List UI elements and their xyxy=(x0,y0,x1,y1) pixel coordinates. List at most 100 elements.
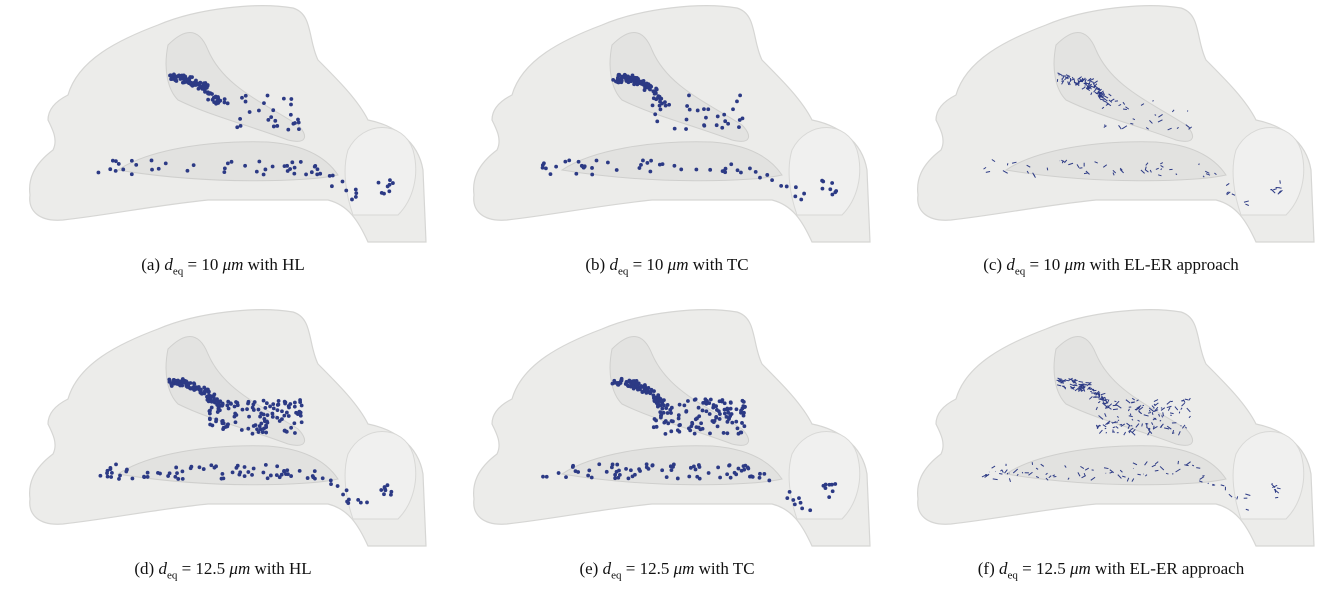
particle xyxy=(660,97,663,100)
particle xyxy=(289,168,292,171)
particle xyxy=(269,474,272,477)
particle xyxy=(688,108,691,111)
particle xyxy=(221,403,224,406)
particle xyxy=(647,467,650,470)
particle xyxy=(210,400,213,403)
particle xyxy=(313,470,316,473)
particle xyxy=(389,179,392,182)
particle xyxy=(721,126,724,129)
particle xyxy=(276,404,279,407)
particle xyxy=(708,413,711,416)
particle xyxy=(689,466,692,469)
particle xyxy=(735,408,738,411)
particle xyxy=(293,422,296,425)
particle xyxy=(732,108,735,111)
particle xyxy=(737,467,740,470)
particle xyxy=(834,483,837,486)
particle xyxy=(243,475,246,478)
particle xyxy=(290,426,293,429)
particle xyxy=(345,189,348,192)
particle xyxy=(380,191,383,194)
particle xyxy=(659,108,662,111)
particle xyxy=(157,471,160,474)
particle xyxy=(661,407,664,410)
particle xyxy=(705,402,708,405)
particle xyxy=(582,166,585,169)
particle xyxy=(316,173,319,176)
particle xyxy=(109,168,112,171)
particle xyxy=(555,165,558,168)
particle xyxy=(658,104,661,107)
particle xyxy=(794,195,797,198)
particle xyxy=(330,483,333,486)
particle xyxy=(239,118,242,121)
particle xyxy=(239,471,242,474)
particle xyxy=(181,379,184,382)
particle xyxy=(226,404,229,407)
particle xyxy=(749,167,752,170)
particle xyxy=(291,161,294,164)
particle xyxy=(709,398,712,401)
particle xyxy=(258,109,261,112)
particle xyxy=(615,169,618,172)
particle xyxy=(202,86,205,89)
particle xyxy=(792,499,795,502)
particle xyxy=(239,124,242,127)
particle xyxy=(735,420,738,423)
particle xyxy=(685,118,688,121)
particle xyxy=(803,192,806,195)
unit: μm xyxy=(229,559,250,578)
particle xyxy=(272,125,275,128)
particle xyxy=(216,411,219,414)
particle xyxy=(251,473,254,476)
particle xyxy=(707,108,710,111)
caption: (f) deq = 12.5 μm with EL-ER approach xyxy=(891,559,1328,581)
particle xyxy=(258,425,261,428)
method: with TC xyxy=(699,559,755,578)
particle xyxy=(181,470,184,473)
particle xyxy=(223,167,226,170)
particle xyxy=(664,432,667,435)
particle xyxy=(341,180,344,183)
particle xyxy=(299,161,302,164)
particle xyxy=(259,428,262,431)
particle xyxy=(780,184,783,187)
particle xyxy=(1100,99,1105,100)
particle xyxy=(221,473,224,476)
particle xyxy=(255,170,258,173)
particle xyxy=(737,432,740,435)
particle xyxy=(649,392,652,395)
particle xyxy=(252,409,255,412)
particle xyxy=(766,174,769,177)
particle xyxy=(663,404,666,407)
particle xyxy=(647,387,650,390)
particle xyxy=(146,476,149,479)
particle xyxy=(557,472,560,475)
particle xyxy=(111,471,114,474)
particle xyxy=(151,168,154,171)
particle xyxy=(331,174,334,177)
particle xyxy=(177,379,180,382)
particle xyxy=(215,465,218,468)
particle xyxy=(723,113,726,116)
particle xyxy=(110,476,113,479)
particle xyxy=(1152,412,1153,415)
particle xyxy=(742,465,745,468)
particle xyxy=(759,472,762,475)
particle xyxy=(226,162,229,165)
particle xyxy=(676,429,679,432)
particle xyxy=(290,103,293,106)
particle xyxy=(695,168,698,171)
particle xyxy=(203,82,206,85)
particle xyxy=(313,165,316,168)
particle xyxy=(650,159,653,162)
particle xyxy=(685,128,688,131)
particle xyxy=(265,431,268,434)
particle xyxy=(611,466,614,469)
particle xyxy=(617,73,620,76)
particle xyxy=(263,420,266,423)
particle xyxy=(208,417,211,420)
particle xyxy=(241,408,244,411)
particle xyxy=(793,503,796,506)
panel-image xyxy=(8,0,438,245)
